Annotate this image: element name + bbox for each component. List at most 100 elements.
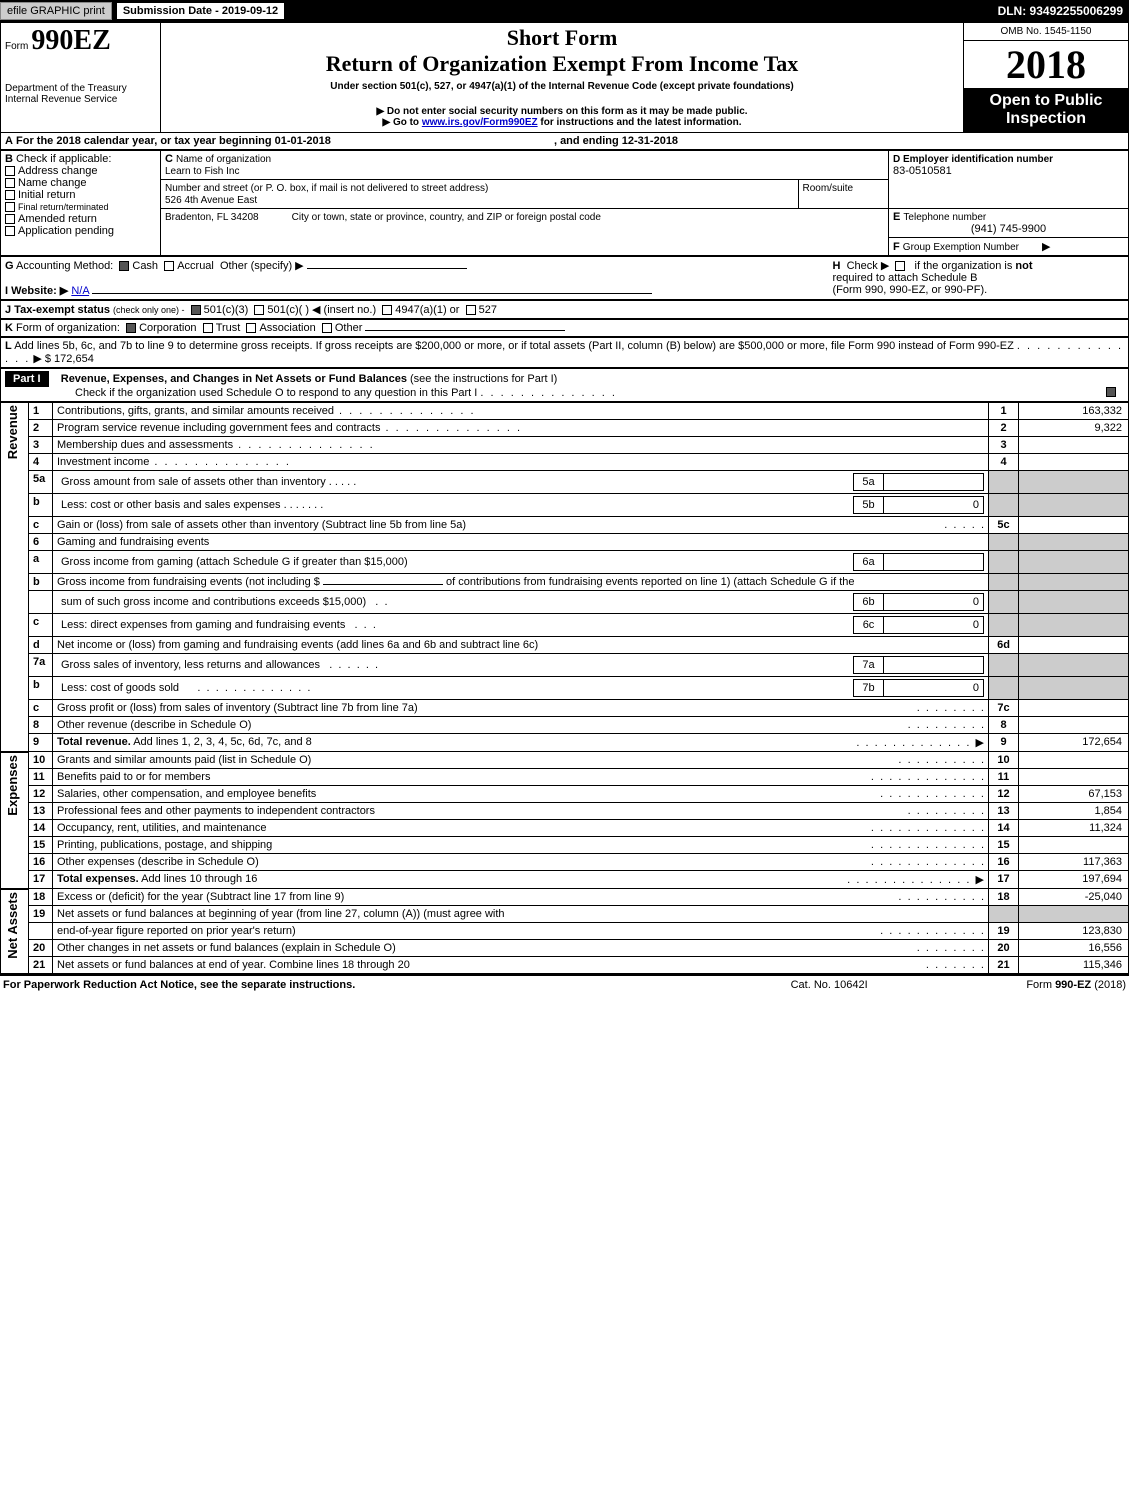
line-4-numcol: 4 xyxy=(989,454,1019,471)
name-change-checkbox[interactable] xyxy=(5,178,15,188)
expenses-section-label: Expenses xyxy=(5,755,20,816)
line-7a-subval xyxy=(884,657,984,674)
part1-label: Part I xyxy=(5,371,49,387)
line-11-numcol: 11 xyxy=(989,769,1019,786)
j-opt2: 501(c)( ) ◀ (insert no.) xyxy=(267,304,376,316)
l-text: Add lines 5b, 6c, and 7b to line 9 to de… xyxy=(14,340,1014,352)
line-13-numcol: 13 xyxy=(989,803,1019,820)
line-14-numcol: 14 xyxy=(989,820,1019,837)
amended-checkbox[interactable] xyxy=(5,214,15,224)
line-7c-numcol: 7c xyxy=(989,700,1019,717)
j-501c3-checkbox[interactable] xyxy=(191,305,201,315)
page-footer: For Paperwork Reduction Act Notice, see … xyxy=(0,974,1129,994)
line-6a-grayval xyxy=(1019,551,1129,574)
addr-change-checkbox[interactable] xyxy=(5,166,15,176)
line-6a-text: Gross income from gaming (attach Schedul… xyxy=(53,551,989,574)
room-suite-label: Room/suite xyxy=(803,183,854,194)
line-5a-num: 5a xyxy=(29,471,53,494)
omb-number: OMB No. 1545-1150 xyxy=(964,23,1128,41)
goto-link[interactable]: www.irs.gov/Form990EZ xyxy=(422,117,538,128)
line-9-numcol: 9 xyxy=(989,734,1019,752)
efile-print-button[interactable]: efile GRAPHIC print xyxy=(0,2,112,20)
j-opt1: 501(c)(3) xyxy=(204,304,249,316)
line-6b-grayval2 xyxy=(1019,591,1129,614)
line-19-numcol: 19 xyxy=(989,923,1019,940)
line-6c-text: Less: direct expenses from gaming and fu… xyxy=(53,614,989,637)
form-number: 990EZ xyxy=(31,25,110,56)
line-3-numcol: 3 xyxy=(989,437,1019,454)
footer-form: Form 990-EZ (2018) xyxy=(914,978,1127,992)
cash-label: Cash xyxy=(132,260,158,272)
line-5a-text: Gross amount from sale of assets other t… xyxy=(53,471,989,494)
website-link[interactable]: N/A xyxy=(71,285,89,297)
line-18-numcol: 18 xyxy=(989,889,1019,906)
line-5b-subnum: 5b xyxy=(854,497,884,514)
j-4947-checkbox[interactable] xyxy=(382,305,392,315)
line-9-value: 172,654 xyxy=(1019,734,1129,752)
row-k: K Form of organization: Corporation Trus… xyxy=(0,319,1129,337)
part1-check-text: Check if the organization used Schedule … xyxy=(75,387,477,399)
line-6a-num: a xyxy=(29,551,53,574)
line-5c-text: Gain or (loss) from sale of assets other… xyxy=(53,517,989,534)
netassets-section-label: Net Assets xyxy=(5,892,20,959)
j-501c-checkbox[interactable] xyxy=(254,305,264,315)
line-5b-gray xyxy=(989,494,1019,517)
dln-number: DLN: 93492255006299 xyxy=(998,4,1129,18)
app-pending-checkbox[interactable] xyxy=(5,226,15,236)
accrual-checkbox[interactable] xyxy=(164,261,174,271)
k-assoc-checkbox[interactable] xyxy=(246,323,256,333)
goto-prefix: ▶ Go to xyxy=(382,117,421,128)
line-20-text: Other changes in net assets or fund bala… xyxy=(53,940,989,957)
line-7b-gray xyxy=(989,677,1019,700)
final-return-checkbox[interactable] xyxy=(5,202,15,212)
line-20-num: 20 xyxy=(29,940,53,957)
j-opt3: 4947(a)(1) or xyxy=(395,304,459,316)
line-5a-subnum: 5a xyxy=(854,474,884,491)
line-17-num: 17 xyxy=(29,871,53,889)
line-19-text: Net assets or fund balances at beginning… xyxy=(53,906,989,923)
return-title: Return of Organization Exempt From Incom… xyxy=(165,51,959,77)
part1-header: Part I Revenue, Expenses, and Changes in… xyxy=(0,368,1129,402)
k-other-checkbox[interactable] xyxy=(322,323,332,333)
initial-return-label: Initial return xyxy=(18,189,75,201)
line-6-gray xyxy=(989,534,1019,551)
label-g: G xyxy=(5,260,14,272)
bcdef-block: B Check if applicable: Address change Na… xyxy=(0,150,1129,256)
line-6a-subnum: 6a xyxy=(854,554,884,571)
revenue-section-label: Revenue xyxy=(5,405,20,459)
telephone-value: (941) 745-9900 xyxy=(893,223,1124,235)
row-j: J Tax-exempt status (check only one) - 5… xyxy=(0,300,1129,319)
label-j: J Tax-exempt status xyxy=(5,304,110,316)
line-5c-value xyxy=(1019,517,1129,534)
line-11-text: Benefits paid to or for members. . . . .… xyxy=(53,769,989,786)
line-5a-gray xyxy=(989,471,1019,494)
line-7a-text: Gross sales of inventory, less returns a… xyxy=(53,654,989,677)
line-8-num: 8 xyxy=(29,717,53,734)
line-15-value xyxy=(1019,837,1129,854)
j-527-checkbox[interactable] xyxy=(466,305,476,315)
tax-year: 2018 xyxy=(964,41,1128,88)
label-c: C xyxy=(165,153,173,165)
line-6c-grayval xyxy=(1019,614,1129,637)
line-16-text: Other expenses (describe in Schedule O).… xyxy=(53,854,989,871)
line-9-num: 9 xyxy=(29,734,53,752)
dept-label: Department of the Treasury xyxy=(5,83,156,94)
k-other-line xyxy=(365,330,565,331)
line-7b-subnum: 7b xyxy=(854,680,884,697)
cash-checkbox[interactable] xyxy=(119,261,129,271)
check-if-label: Check if applicable: xyxy=(16,153,111,165)
line-8-text: Other revenue (describe in Schedule O). … xyxy=(53,717,989,734)
line-12-num: 12 xyxy=(29,786,53,803)
initial-return-checkbox[interactable] xyxy=(5,190,15,200)
k-corp-checkbox[interactable] xyxy=(126,323,136,333)
h-checkbox[interactable] xyxy=(895,261,905,271)
ein-value: 83-0510581 xyxy=(893,165,952,177)
line-9-text: Total revenue. Add lines 1, 2, 3, 4, 5c,… xyxy=(53,734,989,752)
line-13-value: 1,854 xyxy=(1019,803,1129,820)
goto-line: ▶ Go to www.irs.gov/Form990EZ for instru… xyxy=(165,117,959,128)
k-trust-checkbox[interactable] xyxy=(203,323,213,333)
line-17-numcol: 17 xyxy=(989,871,1019,889)
label-b: B xyxy=(5,153,13,165)
part1-checkbox[interactable] xyxy=(1106,387,1116,397)
line-3-text: Membership dues and assessments xyxy=(53,437,989,454)
